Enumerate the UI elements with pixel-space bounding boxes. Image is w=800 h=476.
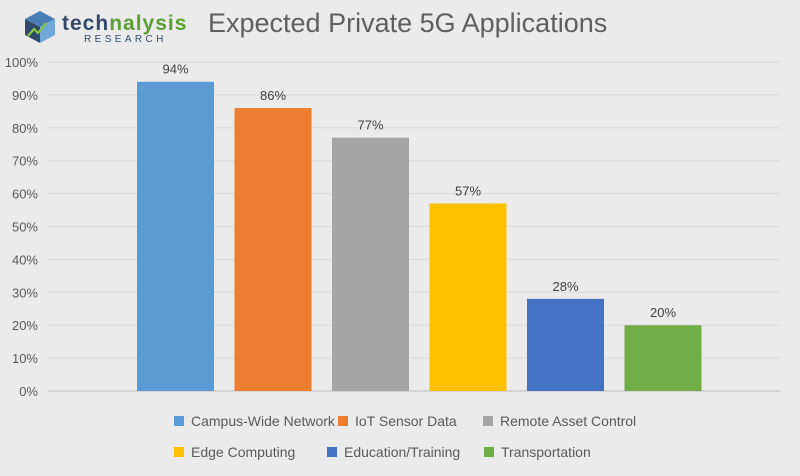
bar-data-label: 28%	[552, 279, 578, 294]
legend-swatch	[484, 447, 494, 457]
cube-logo-icon	[25, 11, 55, 43]
bar	[234, 108, 312, 391]
legend-swatch	[483, 416, 493, 426]
y-tick-label: 20%	[12, 318, 38, 333]
y-tick-label: 10%	[12, 351, 38, 366]
y-tick-label: 60%	[12, 187, 38, 202]
legend-swatch	[338, 416, 348, 426]
legend-item-transportation: Transportation	[484, 444, 591, 460]
bar-data-label: 94%	[162, 62, 188, 77]
bar	[624, 325, 702, 391]
bar	[137, 81, 214, 392]
y-tick-label: 30%	[12, 285, 38, 300]
bar-data-label: 20%	[650, 305, 676, 320]
legend-swatch	[174, 447, 184, 457]
bar	[527, 298, 604, 391]
legend-item-campus-wide-network: Campus-Wide Network	[174, 413, 335, 429]
bar	[332, 137, 409, 391]
y-tick-label: 70%	[12, 154, 38, 169]
y-tick-label: 0%	[19, 384, 38, 399]
bar-data-label: 57%	[455, 183, 481, 198]
legend-swatch	[174, 416, 184, 426]
bar-data-label: 77%	[357, 118, 383, 133]
bar	[429, 203, 507, 391]
bar-data-label: 86%	[260, 88, 286, 103]
legend-row-1: Campus-Wide Network IoT Sensor Data Remo…	[0, 413, 800, 435]
legend-item-edge-computing: Edge Computing	[174, 444, 295, 460]
y-tick-label: 90%	[12, 88, 38, 103]
y-tick-label: 100%	[5, 55, 39, 70]
legend-row-2: Edge Computing Education/Training Transp…	[0, 444, 800, 466]
legend-item-education-training: Education/Training	[327, 444, 460, 460]
y-tick-label: 50%	[12, 220, 38, 235]
company-logo: technalysis RESEARCH	[22, 9, 222, 49]
y-tick-label: 80%	[12, 121, 38, 136]
chart-title: Expected Private 5G Applications	[208, 8, 608, 38]
logo-subtitle: RESEARCH	[84, 34, 167, 45]
legend-item-remote-asset-control: Remote Asset Control	[483, 413, 636, 429]
y-tick-label: 40%	[12, 252, 38, 267]
logo-wordmark: technalysis	[62, 12, 188, 35]
legend-item-iot-sensor-data: IoT Sensor Data	[338, 413, 457, 429]
legend-swatch	[327, 447, 337, 457]
